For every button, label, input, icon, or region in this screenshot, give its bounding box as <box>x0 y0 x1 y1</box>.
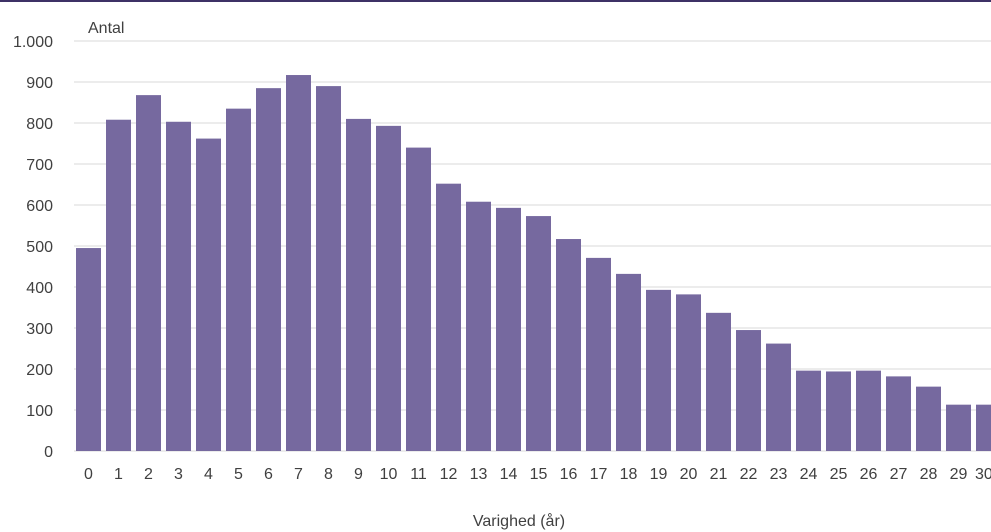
bar <box>856 370 881 451</box>
y-tick-label: 0 <box>44 444 53 461</box>
x-tick-label: 0 <box>84 466 93 483</box>
x-tick-label: 18 <box>620 466 638 483</box>
x-tick-label: 5 <box>234 466 243 483</box>
bar <box>586 257 611 451</box>
bar <box>496 207 521 451</box>
x-tick-label: 22 <box>740 466 758 483</box>
bar <box>676 294 701 451</box>
y-tick-label: 1.000 <box>13 34 53 51</box>
bar <box>916 386 941 451</box>
x-tick-label: 15 <box>530 466 548 483</box>
y-tick-label: 400 <box>26 280 53 297</box>
y-tick-label: 100 <box>26 403 53 420</box>
x-tick-label: 12 <box>440 466 458 483</box>
y-tick-label: 900 <box>26 75 53 92</box>
x-tick-label: 30 <box>975 466 991 483</box>
x-tick-label: 14 <box>500 466 518 483</box>
y-tick-label: 300 <box>26 321 53 338</box>
bar <box>706 312 731 451</box>
bar <box>736 330 761 451</box>
bar <box>616 273 641 451</box>
bar <box>826 371 851 451</box>
x-axis-ticks: 0 1 2 3 4 5 6 7 8 9 10 11 12 13 14 15 16 17 18 19 20 21 22 23 24… <box>84 466 991 483</box>
bar <box>316 86 341 451</box>
x-tick-label: 23 <box>770 466 788 483</box>
x-tick-label: 9 <box>354 466 363 483</box>
x-tick-label: 20 <box>680 466 698 483</box>
y-tick-label: 600 <box>26 198 53 215</box>
x-tick-label: 25 <box>830 466 848 483</box>
bar <box>256 88 281 452</box>
x-tick-label: 2 <box>144 466 153 483</box>
bar <box>526 216 551 451</box>
bar <box>646 289 671 451</box>
bar <box>556 239 581 451</box>
x-tick-label: 24 <box>800 466 818 483</box>
bar <box>136 95 161 452</box>
bar <box>886 376 911 451</box>
x-tick-label: 26 <box>860 466 878 483</box>
bar <box>376 125 401 452</box>
x-tick-label: 3 <box>174 466 183 483</box>
bar <box>346 118 371 452</box>
y-tick-label: 500 <box>26 239 53 256</box>
x-tick-label: 29 <box>950 466 968 483</box>
bar <box>466 201 491 451</box>
x-tick-label: 27 <box>890 466 908 483</box>
y-tick-label: 700 <box>26 157 53 174</box>
bar <box>76 248 101 451</box>
bar <box>946 404 971 451</box>
bar <box>406 147 431 451</box>
bar <box>226 108 251 452</box>
y-tick-label: 800 <box>26 116 53 133</box>
x-tick-label: 16 <box>560 466 578 483</box>
x-tick-label: 6 <box>264 466 273 483</box>
x-tick-label: 10 <box>380 466 398 483</box>
x-tick-label: 4 <box>204 466 213 483</box>
bar <box>166 121 191 452</box>
x-axis-label: Varighed (år) <box>473 512 565 530</box>
x-tick-label: 1 <box>114 466 123 483</box>
bar <box>976 404 991 451</box>
x-tick-label: 11 <box>410 466 427 483</box>
y-axis-ticks: 0 100 200 300 400 500 600 700 800 900 1.000 <box>13 34 53 461</box>
x-tick-label: 7 <box>294 466 303 483</box>
y-tick-label: 200 <box>26 362 53 379</box>
bar <box>286 75 311 451</box>
y-axis-label: Antal <box>88 20 124 37</box>
bar <box>766 343 791 451</box>
bar <box>436 183 461 451</box>
x-tick-label: 13 <box>470 466 488 483</box>
x-tick-label: 21 <box>710 466 728 483</box>
bar <box>796 370 821 451</box>
bar <box>106 119 131 451</box>
bars <box>76 75 991 452</box>
x-tick-label: 8 <box>324 466 333 483</box>
x-tick-label: 28 <box>920 466 938 483</box>
top-rule <box>0 0 991 2</box>
x-tick-label: 19 <box>650 466 668 483</box>
x-tick-label: 17 <box>590 466 608 483</box>
bar <box>196 138 221 451</box>
